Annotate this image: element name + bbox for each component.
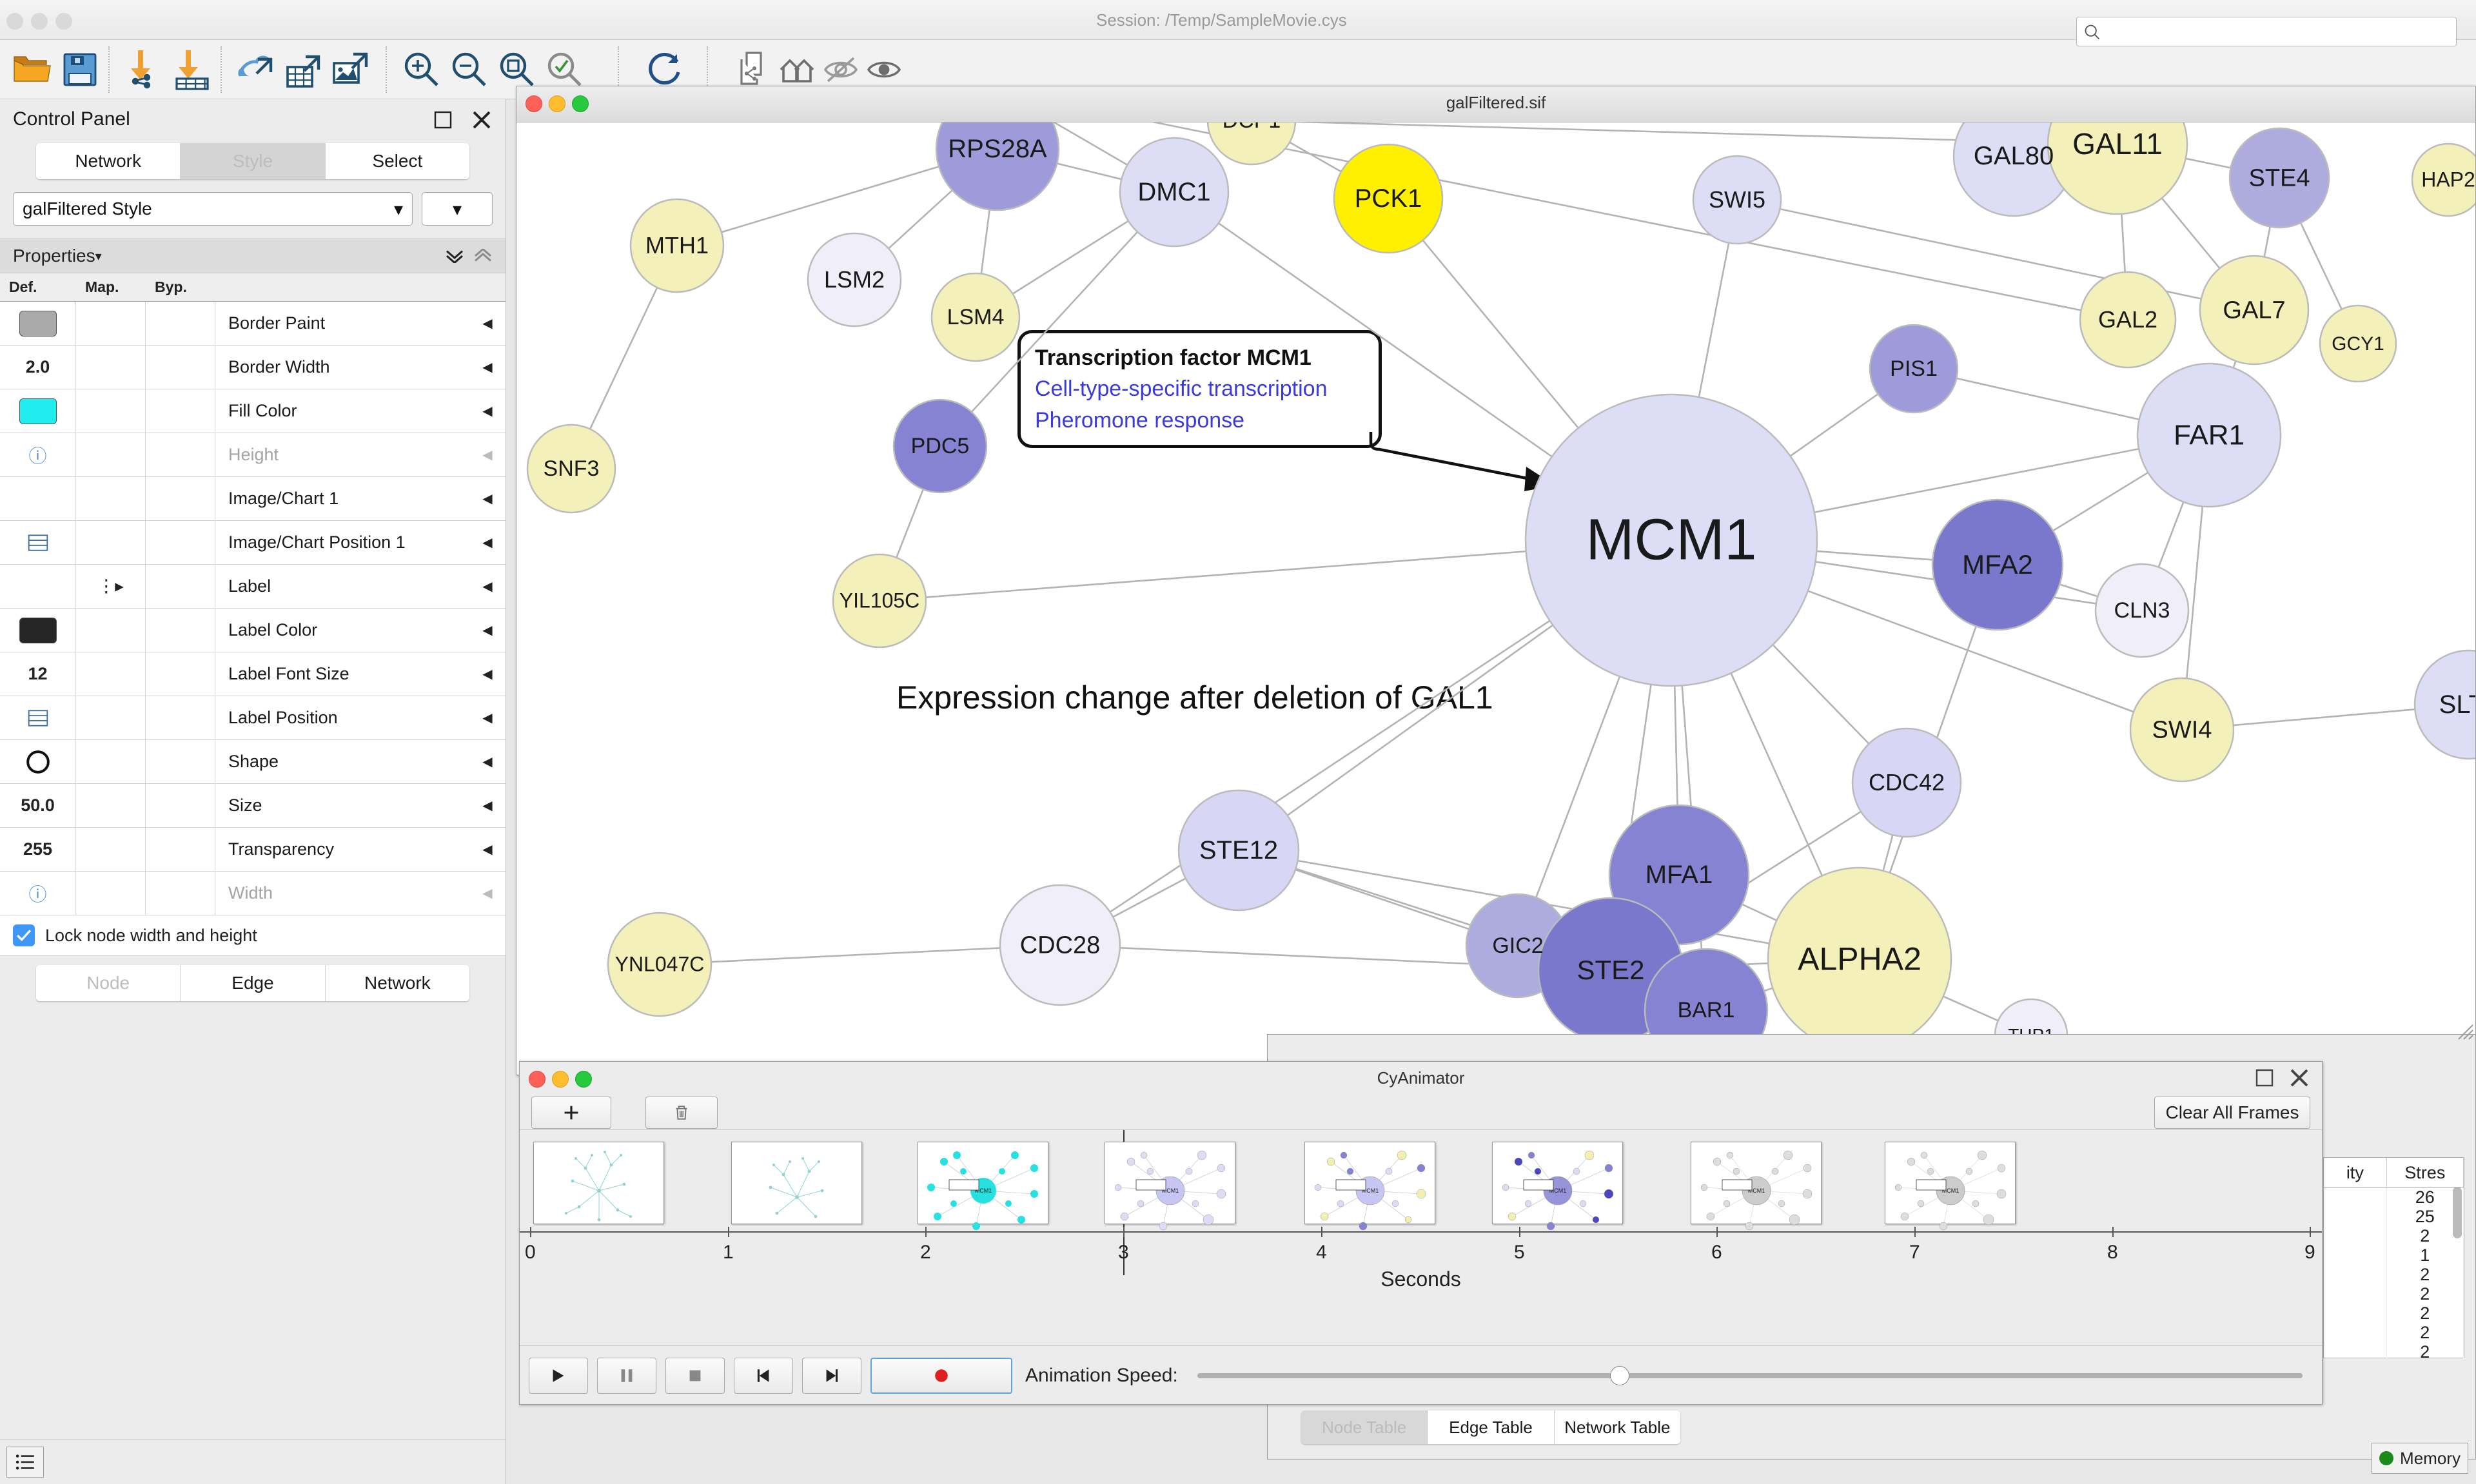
svg-text:DCP1: DCP1 <box>1223 122 1281 133</box>
svg-text:YNL047C: YNL047C <box>615 953 705 976</box>
svg-text:CDC28: CDC28 <box>1020 932 1101 959</box>
svg-text:GAL80: GAL80 <box>1974 142 2054 170</box>
svg-text:PCK1: PCK1 <box>1355 184 1422 213</box>
svg-text:FAR1: FAR1 <box>2174 420 2245 451</box>
svg-text:GCY1: GCY1 <box>2332 333 2384 355</box>
svg-text:SWI4: SWI4 <box>2152 717 2212 744</box>
svg-text:DMC1: DMC1 <box>1137 178 1210 206</box>
svg-text:ALPHA2: ALPHA2 <box>1798 941 1921 977</box>
svg-text:RPS28A: RPS28A <box>948 135 1047 163</box>
svg-text:SNF3: SNF3 <box>544 456 600 481</box>
svg-text:GAL11: GAL11 <box>2072 127 2163 161</box>
svg-text:SWI5: SWI5 <box>1709 186 1765 213</box>
svg-text:MFA2: MFA2 <box>1962 549 2033 580</box>
svg-text:CDC42: CDC42 <box>1869 769 1945 796</box>
svg-text:MFA1: MFA1 <box>1646 861 1713 889</box>
svg-text:MTH1: MTH1 <box>645 232 709 259</box>
svg-text:GAL7: GAL7 <box>2223 297 2285 324</box>
svg-text:GIC2: GIC2 <box>1492 933 1543 958</box>
svg-text:PIS1: PIS1 <box>1890 356 1938 381</box>
svg-text:MCM1: MCM1 <box>1586 508 1757 572</box>
svg-text:PDC5: PDC5 <box>911 434 970 458</box>
svg-text:BAR1: BAR1 <box>1678 998 1735 1022</box>
svg-text:LSM4: LSM4 <box>947 305 1005 329</box>
svg-text:CLN3: CLN3 <box>2114 598 2170 623</box>
svg-text:STE4: STE4 <box>2248 165 2310 192</box>
svg-text:STE12: STE12 <box>1199 836 1278 864</box>
svg-text:SLT2: SLT2 <box>2439 690 2475 719</box>
svg-text:HAP2: HAP2 <box>2421 168 2475 191</box>
svg-text:LSM2: LSM2 <box>824 266 885 293</box>
svg-text:GAL2: GAL2 <box>2098 306 2157 333</box>
svg-text:STE2: STE2 <box>1577 955 1644 985</box>
svg-text:YIL105C: YIL105C <box>840 589 920 612</box>
